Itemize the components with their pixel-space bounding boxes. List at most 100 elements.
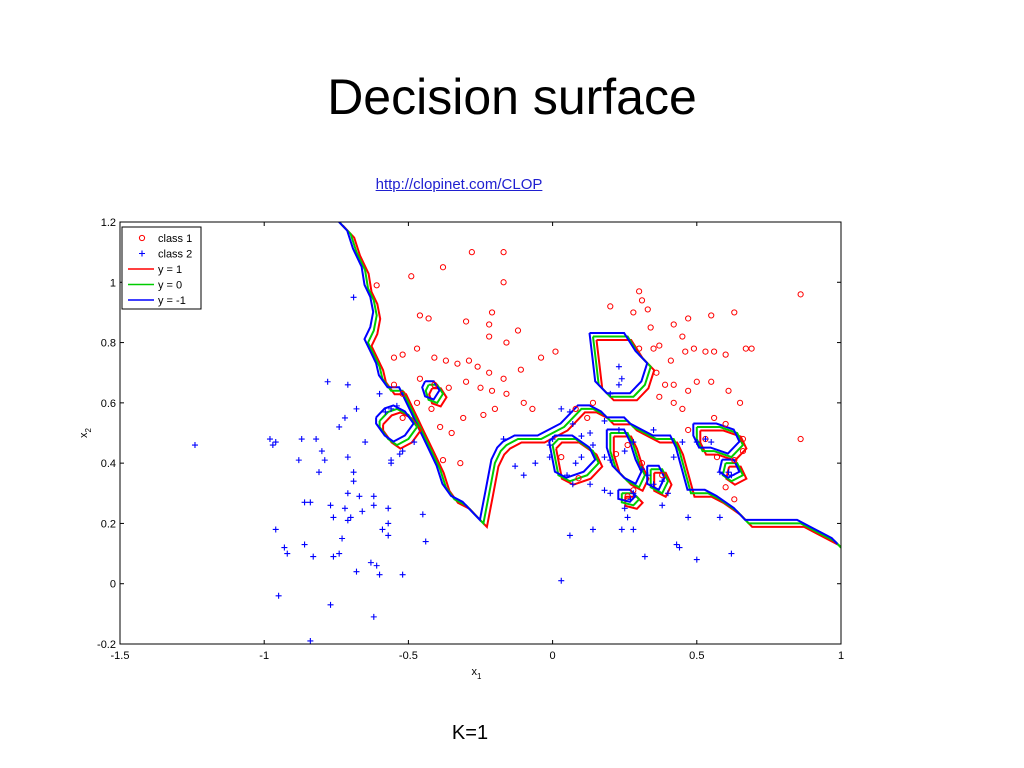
class1-point <box>575 475 582 482</box>
class2-point <box>566 408 573 415</box>
class1-point <box>486 333 493 340</box>
class2-point <box>310 553 317 560</box>
class2-point <box>356 493 363 500</box>
class1-point <box>612 451 620 458</box>
class2-point <box>566 532 573 539</box>
class1-point <box>638 460 646 467</box>
class1-point <box>702 348 709 355</box>
class1-point <box>636 288 643 295</box>
class1-point <box>742 345 749 352</box>
class2-point <box>307 637 314 644</box>
class2-point <box>411 439 418 446</box>
class1-point <box>416 375 424 382</box>
class2-point <box>362 439 369 446</box>
slide-title: Decision surface <box>327 69 697 125</box>
class1-point <box>636 345 643 352</box>
class1-point <box>462 378 470 385</box>
boundary-right-loop-2 <box>692 422 741 455</box>
class2-point <box>520 472 527 479</box>
class2-point <box>385 520 392 527</box>
class2-point <box>624 514 631 521</box>
x-tick-label: -0.5 <box>399 650 418 662</box>
class1-point <box>656 393 663 400</box>
x-tick-label: -1.5 <box>111 650 130 662</box>
class1-point <box>690 345 698 352</box>
class2-point <box>500 436 507 443</box>
legend-label: y = 0 <box>158 280 182 292</box>
class2-point <box>399 448 406 455</box>
class2-point <box>298 436 305 443</box>
y-tick-label: 0.4 <box>101 458 116 470</box>
class2-point <box>385 532 392 539</box>
class2-point <box>659 502 666 509</box>
class2-point <box>272 439 279 446</box>
class2-point <box>716 514 723 521</box>
class2-point <box>353 568 360 575</box>
class1-point <box>731 309 738 316</box>
class2-point <box>393 402 400 409</box>
class1-point <box>425 315 432 322</box>
class2-point <box>315 469 322 476</box>
boundary-small-mid-2 <box>646 464 666 492</box>
class2-point <box>350 294 357 301</box>
class1-point <box>529 405 536 412</box>
class2-point <box>324 378 331 385</box>
class2-point <box>673 541 680 548</box>
class1-point <box>584 414 591 422</box>
class1-point <box>667 357 674 364</box>
class2-point <box>344 490 351 497</box>
source-link[interactable]: http://clopinet.com/CLOP <box>375 176 543 193</box>
class2-point <box>670 454 677 461</box>
class2-point <box>388 405 395 412</box>
class1-point <box>439 457 447 464</box>
class1-point <box>711 348 718 355</box>
class1-point <box>491 405 499 412</box>
class1-point <box>500 249 507 256</box>
class2-point <box>630 490 637 497</box>
boundary-mid-loop-2 <box>548 434 597 479</box>
class1-point <box>460 414 467 422</box>
class2-point <box>330 553 337 560</box>
class1-point <box>711 414 718 422</box>
legend-label: class 1 <box>158 233 192 245</box>
class2-point <box>344 381 351 388</box>
class2-point <box>266 436 273 443</box>
class1-point <box>638 297 646 304</box>
class2-point <box>272 526 279 533</box>
class2-point <box>587 481 594 488</box>
class1-point <box>500 375 507 382</box>
class1-point <box>644 306 651 313</box>
y-tick-label: 1.2 <box>101 217 116 229</box>
class1-point <box>624 441 631 449</box>
class1-point <box>685 426 692 434</box>
class1-point <box>731 496 738 503</box>
class2-point <box>558 405 565 412</box>
class2-point <box>601 487 608 494</box>
class2-point <box>659 478 666 485</box>
class2-point <box>388 460 395 467</box>
class1-point <box>399 414 406 422</box>
class2-point <box>641 553 648 560</box>
x-axis-label: x1 <box>472 666 483 681</box>
decision-surface-chart: -1.5 -1 -0.5 0 0.5 1 -0.2 0 0.2 0.4 0.6 0.8 1 1.2 x1 x2… <box>78 217 844 681</box>
class2-point <box>650 426 657 433</box>
class1-point <box>428 405 435 412</box>
class2-point <box>330 514 337 521</box>
class1-point <box>462 318 470 325</box>
class2-point <box>344 454 351 461</box>
class1-point <box>399 351 406 358</box>
class1-point <box>431 354 438 361</box>
class2-point <box>644 472 651 479</box>
class2-point <box>587 430 594 436</box>
class2-point <box>339 535 346 542</box>
class1-point <box>503 339 510 346</box>
class1-point <box>537 354 545 361</box>
class2-point <box>382 408 389 415</box>
class2-point <box>630 439 637 446</box>
class1-point <box>650 345 657 352</box>
x-tick-label: -1 <box>259 650 269 662</box>
class1-point <box>630 309 637 316</box>
caption: K=1 <box>451 722 489 744</box>
plot-frame <box>119 221 842 645</box>
class2-point <box>549 436 556 443</box>
